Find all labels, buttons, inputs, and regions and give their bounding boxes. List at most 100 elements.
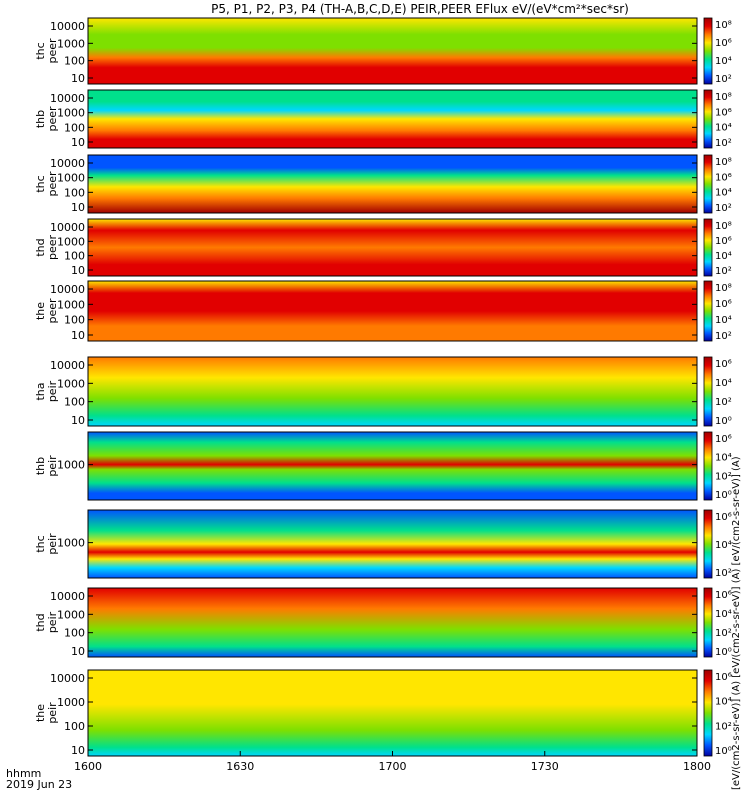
y-tick-label: 1000	[57, 537, 85, 550]
panel-label: thc	[34, 42, 47, 59]
colorbar	[703, 509, 713, 579]
colorbar-tick-label: 10⁶	[715, 672, 732, 683]
colorbar	[703, 356, 713, 427]
y-tick-label: 10000	[50, 283, 85, 296]
panel-label: thb	[34, 457, 47, 475]
colorbar-tick-label: 10²	[715, 138, 732, 149]
y-tick-label: 10	[71, 645, 85, 658]
y-tick-label: 10000	[50, 221, 85, 234]
y-tick-label: 100	[64, 314, 85, 327]
spectrogram-panel-8: 1000 thc peir 10⁶ 10⁴ 10²	[34, 509, 732, 579]
spectrogram-panel-7: 1000 thb peir 10⁶ 10⁴ 10² 10⁰	[34, 431, 732, 501]
x-tick-label: 1730	[531, 760, 559, 773]
spectrogram-panel-6: 10000 1000 100 10 tha peir 10⁶ 10⁴ 10² 10⁰	[34, 356, 732, 427]
y-tick-label: 1000	[57, 235, 85, 248]
colorbar	[703, 431, 713, 501]
panel-label: peer	[46, 171, 59, 197]
colorbar-tick-label: 10⁶	[715, 172, 732, 183]
colorbar-tick-label: 10²	[715, 721, 732, 732]
colorbar-tick-label: 10²	[715, 266, 732, 277]
panel-frame	[87, 17, 698, 85]
y-tick-label: 1000	[57, 298, 85, 311]
y-tick-label: 10	[71, 744, 85, 757]
colorbar-tick-label: 10²	[715, 628, 732, 639]
panel-label: peer	[46, 298, 59, 324]
panel-label: thc	[34, 175, 47, 192]
y-tick-label: 1000	[57, 696, 85, 709]
y-tick-label: 10	[71, 264, 85, 277]
panel-label: thd	[34, 238, 47, 256]
colorbar-tick-label: 10⁰	[715, 647, 732, 658]
colorbar-tick-label: 10⁸	[715, 20, 732, 31]
panel-frame	[87, 356, 698, 427]
panel-label: the	[34, 704, 47, 722]
panel-label: peer	[46, 106, 59, 132]
panel-frame	[87, 431, 698, 501]
colorbar-tick-label: 10⁶	[715, 590, 732, 601]
colorbar	[703, 17, 713, 85]
colorbar-tick-label: 10⁶	[715, 434, 732, 445]
y-tick-label: 10000	[50, 20, 85, 33]
y-tick-label: 1000	[57, 608, 85, 621]
spectrogram-image	[88, 219, 697, 276]
colorbar-tick-label: 10⁸	[715, 92, 732, 103]
y-tick-label: 10000	[50, 359, 85, 372]
colorbar-tick-label: 10⁰	[715, 746, 732, 757]
spectrogram-image	[88, 357, 697, 426]
x-tick-label: 1600	[74, 760, 102, 773]
x-axis-prefix-date: 2019 Jun 23	[6, 778, 73, 791]
colorbar-tick-label: 10⁸	[715, 157, 732, 168]
colorbar-tick-label: 10⁰	[715, 416, 732, 427]
panel-label: the	[34, 302, 47, 320]
panel-frame	[87, 154, 698, 214]
spectrogram-image	[88, 588, 697, 657]
colorbar-tick-label: 10⁶	[715, 236, 732, 247]
chart-title: P5, P1, P2, P3, P4 (TH-A,B,C,D,E) PEIR,P…	[211, 2, 629, 16]
y-tick-label: 10	[71, 136, 85, 149]
panel-label: peir	[46, 455, 59, 477]
panel-label: peir	[46, 611, 59, 633]
panel-frame	[87, 218, 698, 277]
colorbar-tick-label: 10²	[715, 331, 732, 342]
panel-label: thb	[34, 110, 47, 128]
colorbar	[703, 218, 713, 277]
colorbar-tick-label: 10⁴	[715, 56, 732, 67]
spectrogram-image	[88, 90, 697, 148]
panel-label: thd	[34, 613, 47, 631]
colorbar-tick-label: 10⁶	[715, 38, 732, 49]
colorbar-tick-label: 10⁶	[715, 299, 732, 310]
y-tick-label: 1000	[57, 107, 85, 120]
spectrogram-panel-10: 10000 1000 100 10 the peir 10⁶ 10⁴ 10² 10⁰	[34, 669, 732, 757]
y-tick-label: 1000	[57, 459, 85, 472]
colorbar-tick-label: 10⁰	[715, 490, 732, 501]
y-tick-label: 100	[64, 720, 85, 733]
colorbar-tick-label: 10⁴	[715, 540, 732, 551]
panel-label: thc	[34, 535, 47, 552]
y-tick-label: 10	[71, 72, 85, 85]
spectrogram-image	[88, 155, 697, 213]
y-tick-label: 1000	[57, 37, 85, 50]
colorbar	[703, 587, 713, 658]
y-tick-label: 100	[64, 250, 85, 263]
panel-label: peir	[46, 380, 59, 402]
colorbar	[703, 669, 713, 757]
colorbar-tick-label: 10⁴	[715, 315, 732, 326]
y-tick-label: 10	[71, 201, 85, 214]
colorbar	[703, 89, 713, 149]
y-tick-label: 100	[64, 396, 85, 409]
panel-label: peer	[46, 235, 59, 261]
y-tick-label: 1000	[57, 172, 85, 185]
colorbar-tick-label: 10⁴	[715, 188, 732, 199]
colorbar-tick-label: 10⁸	[715, 221, 732, 232]
x-tick-label: 1630	[226, 760, 254, 773]
colorbar-tick-label: 10²	[715, 568, 732, 579]
y-tick-label: 100	[64, 55, 85, 68]
spectrogram-image	[88, 510, 697, 578]
panel-frame	[87, 587, 698, 658]
colorbar-tick-label: 10²	[715, 203, 732, 214]
panel-label: peer	[46, 38, 59, 64]
